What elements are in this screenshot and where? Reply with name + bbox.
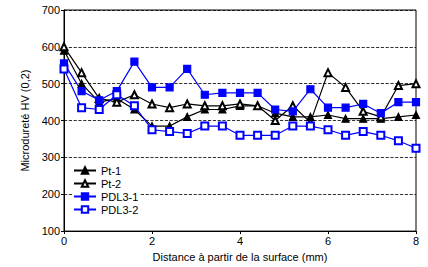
svg-text:200: 200	[42, 188, 60, 200]
svg-text:6: 6	[325, 235, 331, 247]
svg-text:2: 2	[149, 235, 155, 247]
svg-text:8: 8	[413, 235, 419, 247]
svg-text:500: 500	[42, 78, 60, 90]
svg-text:Pt-1: Pt-1	[101, 165, 121, 177]
svg-text:Microdureté HV (0,2): Microdureté HV (0,2)	[19, 70, 31, 172]
svg-text:300: 300	[42, 151, 60, 163]
svg-text:700: 700	[42, 4, 60, 16]
svg-text:PDL3-2: PDL3-2	[101, 204, 138, 216]
svg-text:Distance à partir de la surfac: Distance à partir de la surface (mm)	[153, 251, 328, 263]
svg-text:Pt-2: Pt-2	[101, 178, 121, 190]
svg-text:400: 400	[42, 115, 60, 127]
svg-text:100: 100	[42, 225, 60, 237]
svg-text:PDL3-1: PDL3-1	[101, 191, 138, 203]
svg-text:600: 600	[42, 41, 60, 53]
svg-text:4: 4	[237, 235, 243, 247]
svg-text:0: 0	[61, 235, 67, 247]
